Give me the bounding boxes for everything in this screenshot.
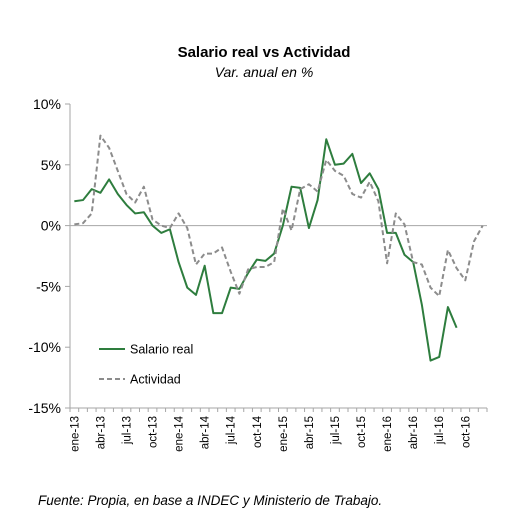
y-axis-ticks: 10% 5% 0% -5% -10% -15% [28, 96, 70, 416]
x-tick-label: abr-13 [95, 416, 107, 449]
y-tick-label: 10% [33, 96, 61, 112]
x-tick-label: ene-15 [278, 416, 290, 452]
legend-label: Actividad [130, 373, 181, 387]
chart-title: Salario real vs Actividad [177, 44, 351, 61]
chart-source-note: Fuente: Propia, en base a INDEC y Minist… [38, 493, 383, 508]
y-tick-label: 0% [41, 218, 61, 234]
x-tick-label: oct-15 [356, 416, 368, 448]
x-tick-label: jul-14 [226, 415, 238, 445]
x-tick-label: oct-16 [460, 416, 472, 448]
x-tick-label: ene-16 [382, 416, 394, 452]
x-tick-label: abr-15 [304, 416, 316, 449]
y-tick-label: -5% [36, 278, 61, 294]
x-tick-label: oct-14 [252, 415, 264, 448]
series-line-actividad [74, 134, 484, 298]
x-tick-label: abr-14 [200, 415, 212, 449]
series-lines [74, 134, 484, 362]
y-tick-label: 5% [41, 157, 61, 173]
series-line-salario-real [74, 138, 458, 362]
x-tick-label: abr-16 [408, 416, 420, 449]
x-tick-label: ene-14 [174, 415, 186, 451]
x-tick-label: oct-13 [148, 416, 160, 448]
x-tick-label: jul-15 [330, 416, 342, 445]
legend-label: Salario real [130, 343, 193, 357]
x-axis-ticks: ene-13 abr-13 jul-13 oct-13 ene-14 abr-14 jul-… [69, 407, 488, 452]
x-tick-label: ene-13 [69, 416, 81, 452]
y-tick-label: -15% [28, 400, 61, 416]
x-tick-label: jul-16 [434, 416, 446, 445]
y-tick-label: -10% [28, 339, 61, 355]
legend: Salario real Actividad [99, 343, 193, 387]
chart-subtitle: Var. anual en % [214, 64, 314, 80]
axes [69, 104, 487, 408]
x-tick-label: jul-13 [121, 416, 133, 445]
